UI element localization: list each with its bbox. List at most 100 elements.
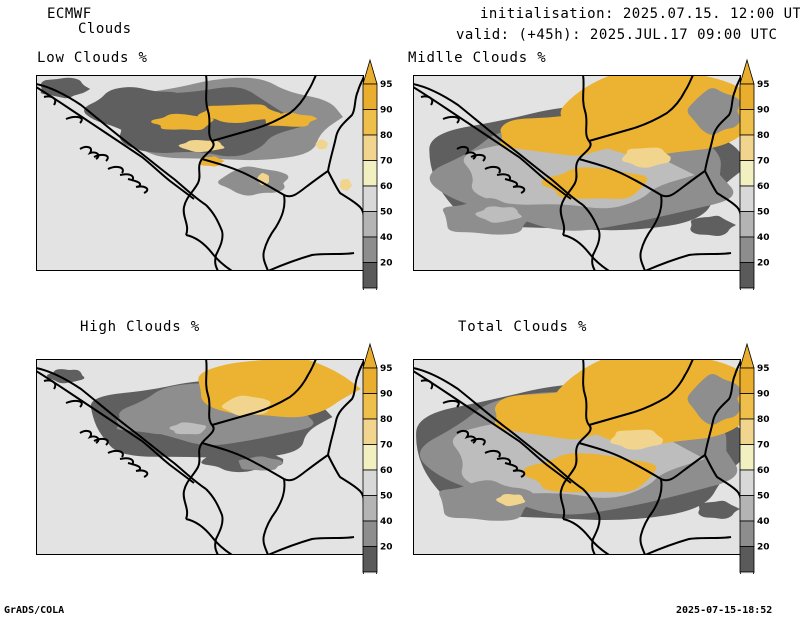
colorbar-bottom-arrow xyxy=(739,571,755,598)
coastline xyxy=(484,165,501,174)
colorbar-label: 70 xyxy=(757,157,770,167)
colorbar-label: 50 xyxy=(380,492,393,502)
cloud-area xyxy=(151,113,214,131)
cloud-area xyxy=(169,422,207,435)
coastline xyxy=(65,115,83,124)
country-border xyxy=(582,488,601,555)
coastline xyxy=(420,95,434,106)
cloud-area xyxy=(339,178,352,191)
coastline xyxy=(512,469,526,478)
colorbar-box xyxy=(739,495,755,522)
colorbar-label: 90 xyxy=(380,390,393,400)
colorbar-label: 20 xyxy=(380,543,393,553)
colorbar-label: 90 xyxy=(380,106,393,116)
cloud-area xyxy=(687,88,741,135)
coastline xyxy=(413,86,572,200)
colorbar-label: 60 xyxy=(757,466,770,476)
colorbar-box xyxy=(362,160,378,187)
colorbar-box xyxy=(739,393,755,420)
coastline xyxy=(93,153,109,162)
country-border xyxy=(562,234,610,271)
colorbar-box xyxy=(362,444,378,471)
colorbar-box xyxy=(739,469,755,496)
country-border xyxy=(327,359,364,456)
coastline xyxy=(470,153,486,162)
country-border xyxy=(36,83,207,206)
colorbar-label: 20 xyxy=(380,259,393,269)
country-border xyxy=(644,252,732,271)
country-border xyxy=(704,75,741,172)
colorbar-label: 60 xyxy=(380,182,393,192)
country-border xyxy=(327,75,364,172)
colorbar-box xyxy=(362,546,378,573)
colorbar-label: 70 xyxy=(380,157,393,167)
country-border xyxy=(205,488,224,555)
model-name: ECMWF xyxy=(47,6,92,22)
colorbar-box xyxy=(739,236,755,263)
colorbar-box xyxy=(739,134,755,161)
colorbar-label: 40 xyxy=(757,233,770,243)
colorbar-label: 90 xyxy=(757,390,770,400)
colorbar-box xyxy=(362,367,378,394)
colorbar-box xyxy=(362,134,378,161)
product-name: Clouds xyxy=(78,21,132,37)
colorbar-middle: 95 90 80 70 60 50 40 20 xyxy=(739,58,771,314)
country-border xyxy=(413,83,584,206)
country-border xyxy=(262,194,286,271)
map-middle-clouds xyxy=(413,75,741,271)
coastline xyxy=(43,95,57,106)
colorbar-label: 40 xyxy=(380,517,393,527)
cloud-area xyxy=(315,139,328,150)
colorbar-label: 20 xyxy=(757,259,770,269)
colorbar-box xyxy=(362,83,378,110)
country-border xyxy=(639,478,663,555)
footer-timestamp: 2025-07-15-18:52 xyxy=(676,605,773,616)
colorbar-box xyxy=(739,83,755,110)
country-border xyxy=(267,536,355,555)
country-border xyxy=(262,478,286,555)
panel-title-middle: Midlle Clouds % xyxy=(408,50,547,66)
cloud-area xyxy=(496,493,526,507)
colorbar-box xyxy=(739,367,755,394)
country-border xyxy=(704,359,741,456)
panel-title-high: High Clouds % xyxy=(80,319,200,335)
coastline xyxy=(420,379,434,390)
country-border xyxy=(639,194,663,271)
colorbar-box xyxy=(739,444,755,471)
country-border xyxy=(588,359,694,426)
coastline xyxy=(484,449,501,458)
colorbar-label: 95 xyxy=(380,80,393,90)
country-border xyxy=(185,234,233,271)
cloud-area xyxy=(263,112,318,127)
colorbar-low: 95 90 80 70 60 50 40 20 xyxy=(362,58,394,314)
colorbar-label: 70 xyxy=(380,441,393,451)
cloud-area xyxy=(687,373,741,425)
cloud-area xyxy=(698,500,740,519)
colorbar-bottom-arrow xyxy=(739,287,755,314)
cloud-area xyxy=(197,104,281,123)
init-time: initialisation: 2025.07.15. 12:00 UTC xyxy=(480,6,800,22)
coastline xyxy=(135,469,149,478)
coastline xyxy=(442,399,460,408)
colorbar-box xyxy=(362,418,378,445)
colorbar-label: 80 xyxy=(380,415,393,425)
colorbar-box xyxy=(362,495,378,522)
colorbar-label: 90 xyxy=(757,106,770,116)
coastline xyxy=(470,437,486,446)
colorbar-label: 50 xyxy=(380,208,393,218)
map-low-clouds xyxy=(36,75,364,271)
colorbar-label: 95 xyxy=(380,364,393,374)
country-border xyxy=(185,518,233,555)
colorbar-label: 95 xyxy=(757,80,770,90)
colorbar-box xyxy=(739,185,755,212)
coastline xyxy=(107,449,124,458)
map-high-clouds xyxy=(36,359,364,555)
cloud-area xyxy=(610,429,663,450)
colorbar-top-arrow xyxy=(362,58,378,85)
coastline xyxy=(93,437,109,446)
coastline xyxy=(135,185,149,194)
coastline xyxy=(36,370,195,484)
coastline xyxy=(43,379,57,390)
cloud-area xyxy=(690,215,736,237)
cloud-area xyxy=(522,453,657,493)
